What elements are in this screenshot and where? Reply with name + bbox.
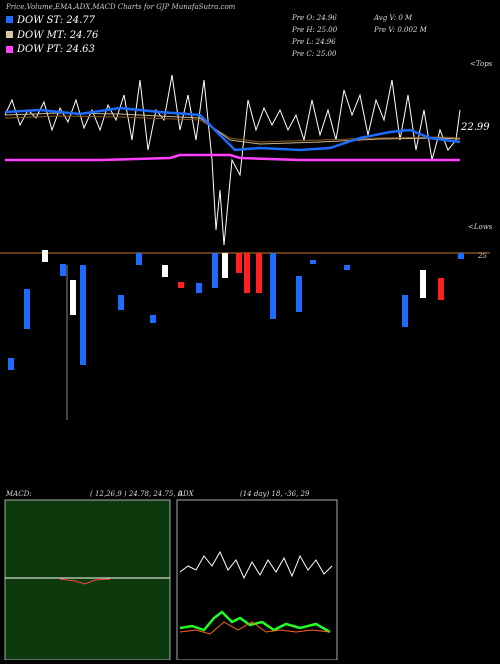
legend-swatch [6,46,13,53]
legend-swatch [6,31,13,38]
tops-label: <Tops [470,60,493,68]
stat: Pre C: 25.00 [291,50,337,58]
candles [8,250,464,420]
page-title: Price,Volume,EMA,ADX,MACD Charts for GJP… [5,3,236,11]
adx-lines [179,550,333,635]
last-price: 22.99 [460,122,490,133]
stat: Pre H: 25.00 [291,26,338,34]
legend-entry: DOW MT: 24.76 [16,30,99,41]
stat: Pre O: 24.96 [291,14,337,22]
stat: Pre L: 24.96 [291,38,336,46]
adx-panel [176,499,338,661]
candle-label: 25 [477,252,487,260]
legend-swatch [6,16,13,23]
adx-name: ADX [177,490,195,498]
legend-entry: DOW ST: 24.77 [16,15,96,26]
price-lines [4,74,461,246]
stat: Avg V: 0 M [373,14,413,22]
legend-entry: DOW PT: 24.63 [16,44,95,55]
macd-panel [4,499,171,661]
lows-label: <Lows [468,223,493,231]
macd-name: MACD: [5,490,32,498]
macd-signal [59,578,111,585]
adx-params: (14 day) 18, -36, 29 [240,490,310,498]
stat: Pre V: 0.002 M [373,26,428,34]
macd-params: ( 12,26,9 ) 24.78, 24.75, 0 [90,490,183,498]
